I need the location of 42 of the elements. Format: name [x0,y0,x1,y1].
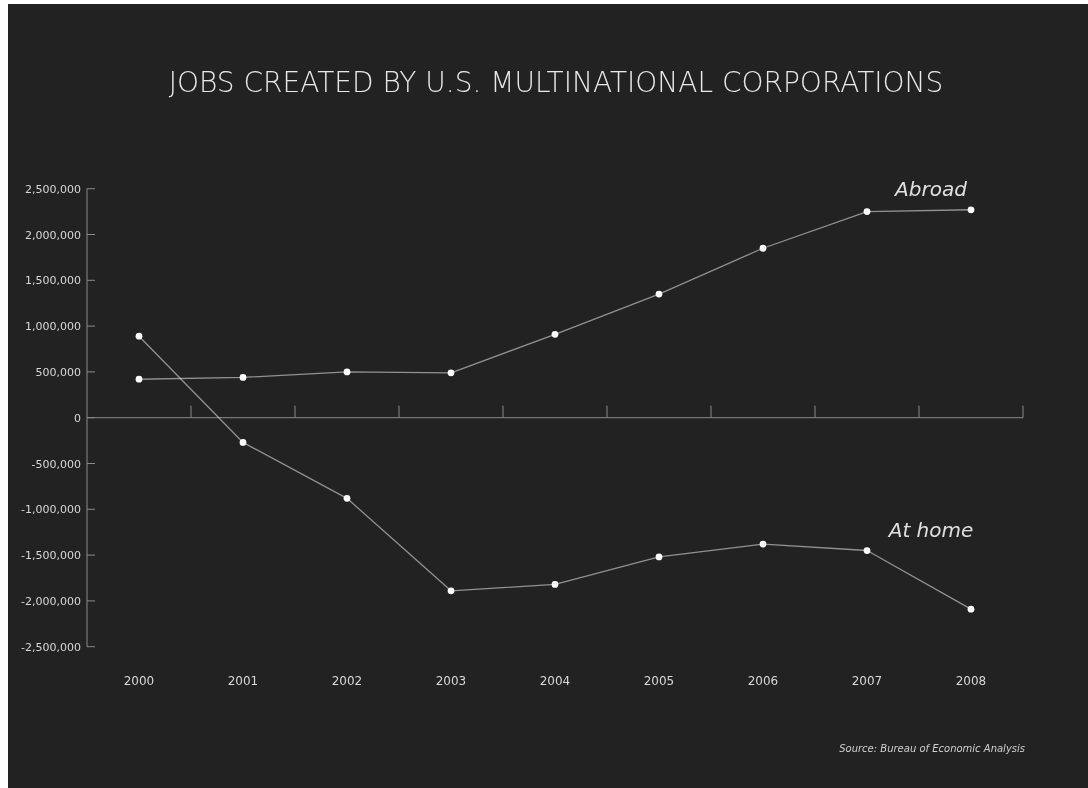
point [239,374,247,381]
y-tick-label: -1,500,000 [21,549,81,563]
x-tick-label: 2005 [643,674,675,688]
point [967,605,975,613]
point [447,369,455,377]
x-tick-label: 2003 [435,674,467,688]
point [551,581,559,588]
point [135,375,143,383]
x-tick-label: 2007 [851,674,883,688]
y-tick-label: -2,500,000 [21,640,81,654]
y-tick-label: 2,000,000 [25,228,81,242]
y-tick-label: 1,000,000 [25,320,81,334]
point [551,330,559,338]
chart-title: JOBS CREATED BY U.S. MULTINATIONAL CORPORATIONS [168,66,944,99]
y-tick-label: 1,500,000 [25,274,81,288]
x-tick-label: 2000 [123,674,155,688]
point [343,494,351,502]
series-label: At home [886,517,974,542]
y-tick-label: -2,000,000 [21,594,81,608]
point [655,553,663,561]
point [655,290,663,298]
point [863,547,871,554]
x-tick-label: 2002 [331,674,363,688]
x-tick-label: 2001 [227,674,259,688]
point [343,368,351,376]
y-tick-label: 0 [74,411,81,425]
x-tick-label: 2006 [747,674,779,688]
series-label: Abroad [893,176,968,201]
point [447,587,455,595]
source-note: Source: Bureau of Economic Analysis [839,743,1025,754]
point [239,439,247,446]
x-tick-label: 2004 [539,674,571,688]
point [759,244,767,252]
point [135,332,143,340]
y-tick-label: -1,000,000 [21,503,81,517]
y-tick-label: -500,000 [31,457,81,471]
point [759,540,767,548]
y-tick-label: 500,000 [35,365,81,379]
y-tick-label: 2,500,000 [25,182,81,196]
x-tick-label: 2008 [955,674,987,688]
point [863,208,871,215]
point [967,206,975,214]
